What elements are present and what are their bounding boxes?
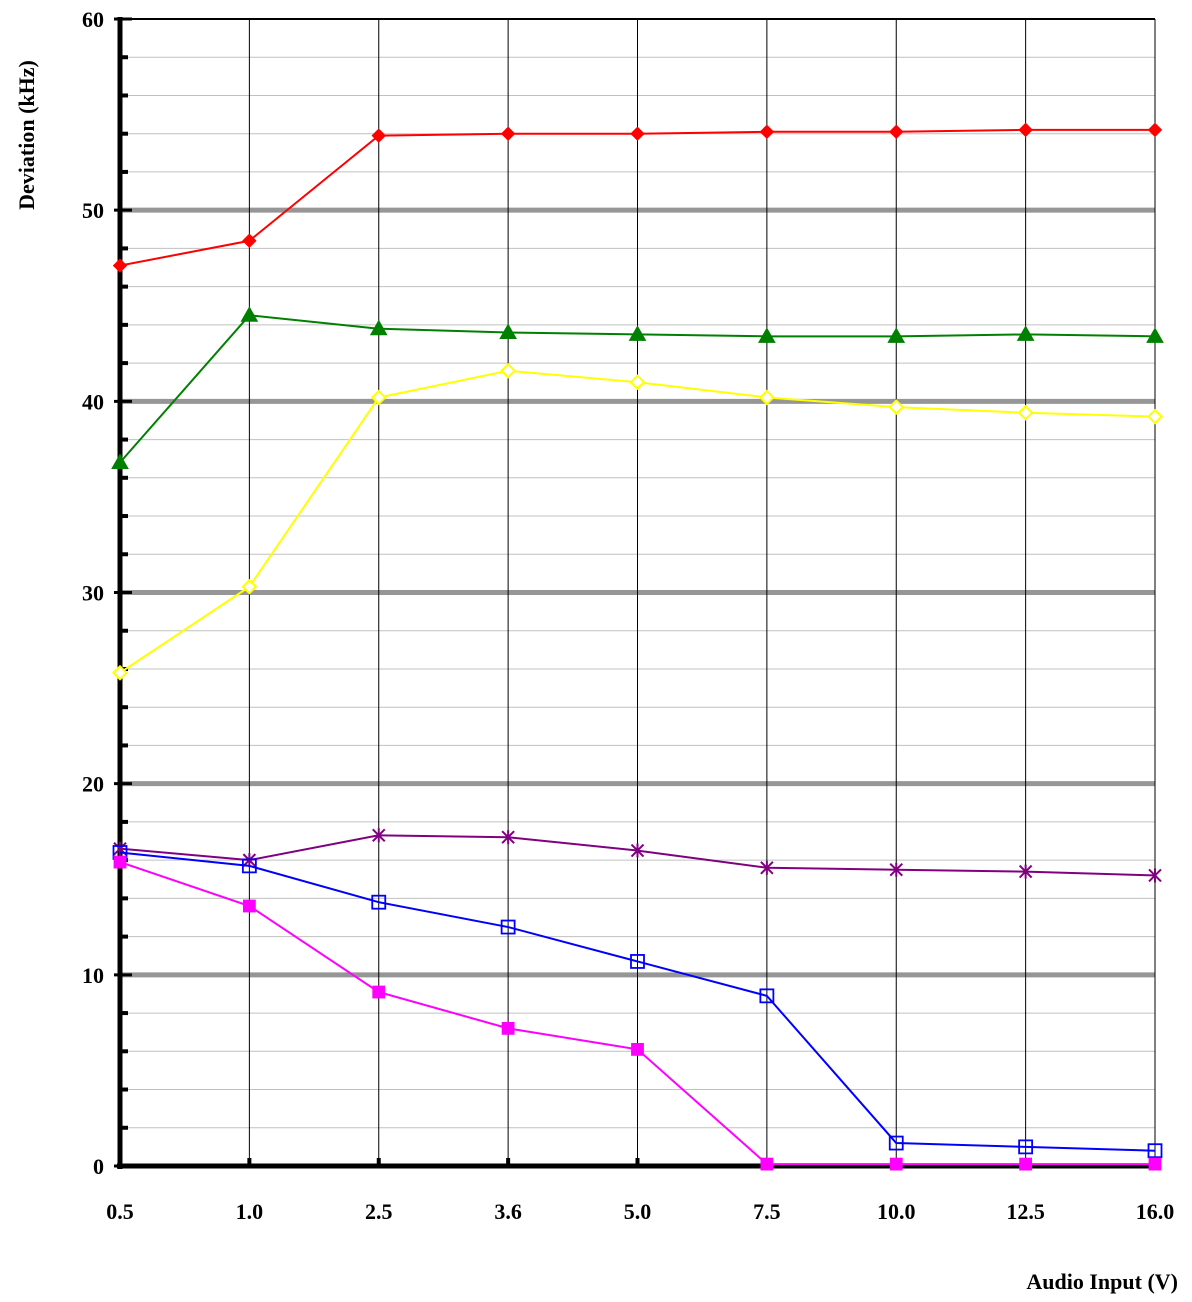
x-tick-label: 0.5 bbox=[106, 1199, 134, 1224]
y-tick-label: 40 bbox=[82, 389, 104, 414]
data-point bbox=[369, 319, 388, 336]
series-1 bbox=[112, 122, 1163, 273]
data-point bbox=[628, 325, 647, 341]
x-tick-label: 7.5 bbox=[753, 1199, 781, 1224]
data-point bbox=[501, 830, 515, 845]
x-tick-label: 12.5 bbox=[1006, 1199, 1045, 1224]
data-point bbox=[1016, 325, 1035, 341]
data-point bbox=[1018, 122, 1033, 138]
data-point bbox=[888, 399, 905, 415]
data-point bbox=[1019, 1157, 1033, 1171]
data-point bbox=[1146, 327, 1164, 343]
series-2 bbox=[111, 306, 1164, 470]
data-point bbox=[1018, 864, 1033, 879]
data-point bbox=[500, 362, 517, 379]
data-point bbox=[760, 1157, 774, 1171]
data-point bbox=[371, 128, 386, 143]
x-axis-title: Audio Input (V) bbox=[1026, 1269, 1178, 1294]
data-point bbox=[759, 988, 775, 1004]
data-point bbox=[372, 828, 386, 843]
data-point bbox=[372, 985, 386, 999]
y-tick-labels: 0 10 20 30 40 50 60 bbox=[82, 7, 104, 1179]
data-point bbox=[1147, 1143, 1163, 1159]
data-point bbox=[501, 1021, 515, 1035]
data-point bbox=[241, 858, 257, 874]
data-point bbox=[889, 1157, 903, 1171]
data-point bbox=[759, 124, 775, 139]
data-point bbox=[630, 954, 645, 969]
axes bbox=[114, 17, 1157, 1169]
series-4 bbox=[113, 828, 1162, 883]
x-tick-label: 3.6 bbox=[494, 1199, 522, 1224]
x-tick-label: 2.5 bbox=[365, 1199, 393, 1224]
series-6 bbox=[113, 855, 1162, 1171]
data-point bbox=[111, 453, 129, 470]
data-point bbox=[242, 233, 257, 248]
data-point bbox=[112, 258, 128, 273]
data-point bbox=[888, 1135, 904, 1151]
data-point bbox=[629, 374, 646, 391]
data-point bbox=[113, 855, 127, 869]
data-point bbox=[1018, 1139, 1034, 1155]
data-point bbox=[631, 1042, 644, 1056]
data-point bbox=[371, 894, 387, 910]
data-point bbox=[500, 919, 516, 935]
series-3 bbox=[112, 362, 1163, 681]
y-tick-label: 10 bbox=[82, 963, 104, 988]
data-point bbox=[758, 389, 775, 406]
x-tick-label: 16.0 bbox=[1136, 1199, 1175, 1224]
data-point bbox=[630, 843, 645, 858]
series-5 bbox=[112, 845, 1163, 1159]
data-point bbox=[240, 306, 259, 322]
series-line bbox=[119, 851, 1156, 1152]
x-tick-label: 1.0 bbox=[236, 1199, 264, 1224]
data-point bbox=[889, 124, 904, 139]
data-point bbox=[241, 578, 258, 595]
data-point bbox=[370, 389, 387, 406]
data-point bbox=[1148, 1157, 1162, 1171]
y-tick-label: 30 bbox=[82, 581, 104, 606]
y-tick-label: 50 bbox=[82, 198, 104, 223]
data-point bbox=[630, 126, 645, 141]
x-tick-labels: 0.5 1.0 2.5 3.6 5.0 7.5 10.0 12.5 16.0 bbox=[106, 1199, 1174, 1224]
x-tick-label: 10.0 bbox=[877, 1199, 916, 1224]
y-axis-title: Deviation (kHz) bbox=[14, 60, 39, 210]
data-point bbox=[242, 899, 256, 913]
data-point bbox=[760, 860, 774, 875]
data-point bbox=[758, 327, 776, 343]
series-layer bbox=[111, 122, 1164, 1171]
data-point bbox=[889, 862, 903, 877]
data-point bbox=[499, 323, 517, 340]
data-point bbox=[1017, 404, 1034, 421]
y-tick-label: 20 bbox=[82, 772, 104, 797]
x-tick-label: 5.0 bbox=[624, 1199, 652, 1224]
data-point bbox=[1147, 408, 1163, 425]
y-tick-label: 0 bbox=[93, 1154, 104, 1179]
y-tick-label: 60 bbox=[82, 7, 104, 32]
data-point bbox=[1147, 122, 1163, 138]
data-point bbox=[500, 126, 516, 141]
data-point bbox=[1148, 868, 1162, 883]
data-point bbox=[112, 664, 128, 681]
data-point bbox=[887, 327, 906, 343]
